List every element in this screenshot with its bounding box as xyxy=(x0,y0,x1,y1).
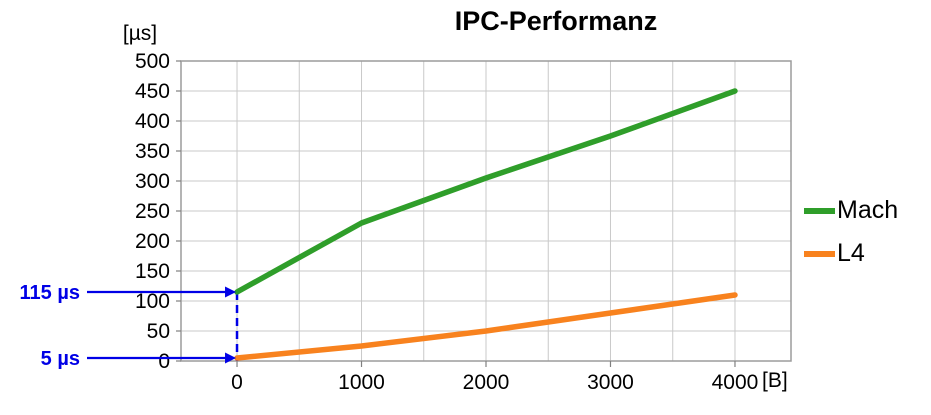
series-line-l4 xyxy=(234,292,738,361)
legend-label-mach: Mach xyxy=(837,196,899,224)
annotation-label: 5 µs xyxy=(41,348,80,370)
annotation-arrowhead xyxy=(225,286,237,298)
annotation-arrowhead xyxy=(225,352,237,364)
x-tick-label: 4000 xyxy=(712,371,759,394)
y-tick-label: 450 xyxy=(135,80,170,103)
y-tick-label: 150 xyxy=(135,260,170,283)
y-tick-label: 350 xyxy=(135,140,170,163)
legend-label-l4: L4 xyxy=(837,239,865,267)
legend-item-mach: Mach xyxy=(804,196,898,225)
legend-swatch-l4 xyxy=(804,250,835,257)
x-tick-label: 0 xyxy=(231,371,243,394)
x-tick-label: 3000 xyxy=(587,371,634,394)
y-tick-label: 200 xyxy=(135,230,170,253)
legend-swatch-mach xyxy=(804,207,835,214)
y-tick-label: 400 xyxy=(135,110,170,133)
y-tick-label: 100 xyxy=(135,290,170,313)
legend: Mach L4 xyxy=(804,196,898,268)
legend-item-l4: L4 xyxy=(804,239,898,268)
x-tick-label: 2000 xyxy=(463,371,510,394)
y-tick-label: 0 xyxy=(158,350,170,373)
chart-title: IPC-Performanz xyxy=(454,6,658,36)
y-axis-unit-label: [µs] xyxy=(122,22,158,45)
series-line-mach xyxy=(234,88,738,295)
annotation-label: 115 µs xyxy=(20,282,80,304)
y-tick-label: 50 xyxy=(147,320,170,343)
y-tick-label: 300 xyxy=(135,170,170,193)
x-axis-unit-label: [B] xyxy=(762,369,788,392)
y-tick-label: 500 xyxy=(135,50,170,73)
x-tick-label: 1000 xyxy=(338,371,385,394)
y-tick-label: 250 xyxy=(135,200,170,223)
